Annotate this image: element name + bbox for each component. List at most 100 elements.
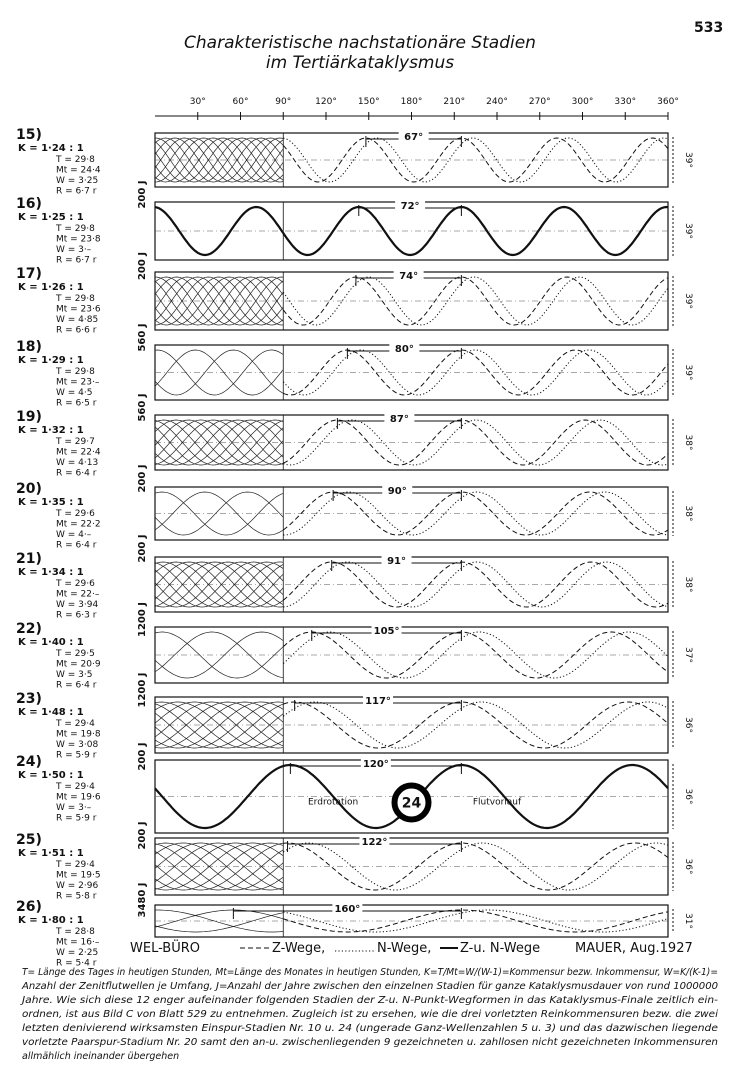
title-line: Charakteristische nachstationäre Stadien: [184, 33, 536, 53]
scale-label: 210°: [443, 97, 465, 107]
stage-badge-number: 24: [402, 796, 422, 812]
stage-mt: Mt = 19·6: [56, 793, 101, 803]
hatch-wave: [154, 701, 284, 749]
stage-t: T = 29·5: [55, 649, 95, 659]
hatch-wave: [154, 909, 284, 928]
hatch-wave: [154, 842, 284, 891]
hatch-wave: [154, 276, 284, 326]
span-bg: [381, 554, 412, 566]
span-label: 67°: [404, 132, 423, 143]
hatch-wave: [154, 419, 284, 466]
rotation-label: Erdrotation: [308, 798, 358, 808]
legend-zn: Z-u. N-Wege: [460, 941, 540, 956]
span-bg: [363, 694, 394, 706]
hatch-wave: [154, 137, 284, 183]
span-label: 90°: [388, 486, 407, 497]
hatch-wave: [154, 276, 284, 326]
hatch-wave: [154, 561, 284, 608]
stage-t: T = 29·6: [55, 579, 95, 589]
span-bg: [332, 902, 363, 914]
angle-label: 38°: [683, 577, 693, 593]
stage-w: W = 4·–: [56, 530, 92, 540]
stage-r: R = 6·7 r: [56, 256, 97, 266]
stage-t: T = 29·7: [55, 437, 95, 447]
hatch-wave: [154, 419, 284, 466]
hatch-wave: [154, 842, 284, 891]
angle-label: 36°: [683, 789, 693, 805]
span-label: 122°: [362, 837, 388, 848]
wave-z: [282, 276, 669, 326]
hatch-wave: [154, 276, 284, 326]
hatch-wave: [154, 137, 284, 183]
hatch-wave: [154, 701, 284, 749]
hatch-wave: [154, 843, 284, 891]
angle-label: 39°: [683, 365, 693, 381]
stage-mt: Mt = 16·–: [56, 938, 100, 948]
wave-z: [283, 419, 669, 466]
scale-label: 60°: [233, 97, 249, 107]
stage-label: 20): [16, 481, 42, 497]
span-label: 120°: [363, 759, 389, 770]
stage-r: R = 6·4 r: [56, 541, 97, 551]
hatch-wave: [154, 631, 284, 679]
stage-t: T = 29·4: [55, 860, 95, 870]
span-bg: [389, 342, 420, 354]
hatch-wave: [154, 561, 284, 608]
stage-label: 16): [16, 196, 42, 212]
interval-label: 1200 J: [137, 672, 148, 707]
scale-label: 180°: [401, 97, 423, 107]
hatch-wave: [154, 276, 284, 326]
hatch-wave: [154, 276, 284, 326]
angle-label: 36°: [683, 717, 693, 733]
stage-r: R = 5·9 r: [56, 751, 97, 761]
flood-label: Flutvorlauf: [473, 798, 522, 808]
span-bg: [393, 269, 424, 281]
hatch-wave: [154, 137, 284, 183]
hatch-wave: [154, 137, 284, 183]
stage-t: T = 29·4: [55, 782, 95, 792]
span-label: 91°: [387, 556, 406, 567]
stage-t: T = 29·6: [55, 509, 95, 519]
stage-mt: Mt = 22·–: [56, 590, 100, 600]
hatch-wave: [154, 842, 284, 891]
hatch-wave: [154, 419, 284, 466]
stage-label: 19): [16, 409, 42, 425]
legend-author: MAUER, Aug.1927: [575, 941, 693, 956]
angle-label: 38°: [683, 435, 693, 451]
hatch-wave: [154, 419, 284, 466]
stage-mt: Mt = 20·9: [56, 660, 101, 670]
stage-w: W = 2·96: [56, 881, 98, 891]
legend-z: Z-Wege,: [272, 941, 325, 956]
hatch-wave: [154, 701, 284, 747]
span-label: 80°: [395, 344, 414, 355]
span-bg: [398, 130, 429, 142]
footnote-line: letzten denivierend wirksamsten Einspur-…: [22, 1023, 718, 1034]
legend-office: WEL-BÜRO: [130, 939, 200, 956]
angle-label: 36°: [683, 859, 693, 875]
stage-k: K = 1·34 : 1: [18, 567, 84, 578]
wave-n: [282, 701, 669, 749]
scale-label: 30°: [190, 97, 206, 107]
wave-z: [282, 631, 669, 679]
interval-label: 560 J: [137, 323, 148, 351]
span-label: 74°: [399, 271, 418, 282]
span-label: 105°: [374, 626, 400, 637]
hatch-wave: [154, 137, 284, 183]
hatch-wave: [154, 842, 284, 891]
stage-label: 18): [16, 339, 42, 355]
angle-label: 37°: [683, 647, 693, 663]
hatch-wave: [154, 701, 284, 749]
scale-label: 330°: [614, 97, 636, 107]
stage-w: W = 3·94: [56, 600, 98, 610]
scale-label: 360°: [657, 97, 679, 107]
angle-label: 39°: [683, 293, 693, 309]
scale-label: 120°: [315, 97, 337, 107]
stage-k: K = 1·80 : 1: [18, 915, 84, 926]
scale-label: 90°: [275, 97, 291, 107]
scale-label: 150°: [358, 97, 380, 107]
stage-mt: Mt = 19·5: [56, 871, 101, 881]
hatch-wave: [154, 842, 284, 884]
hatch-wave: [154, 276, 284, 326]
stage-mt: Mt = 24·4: [56, 166, 101, 176]
